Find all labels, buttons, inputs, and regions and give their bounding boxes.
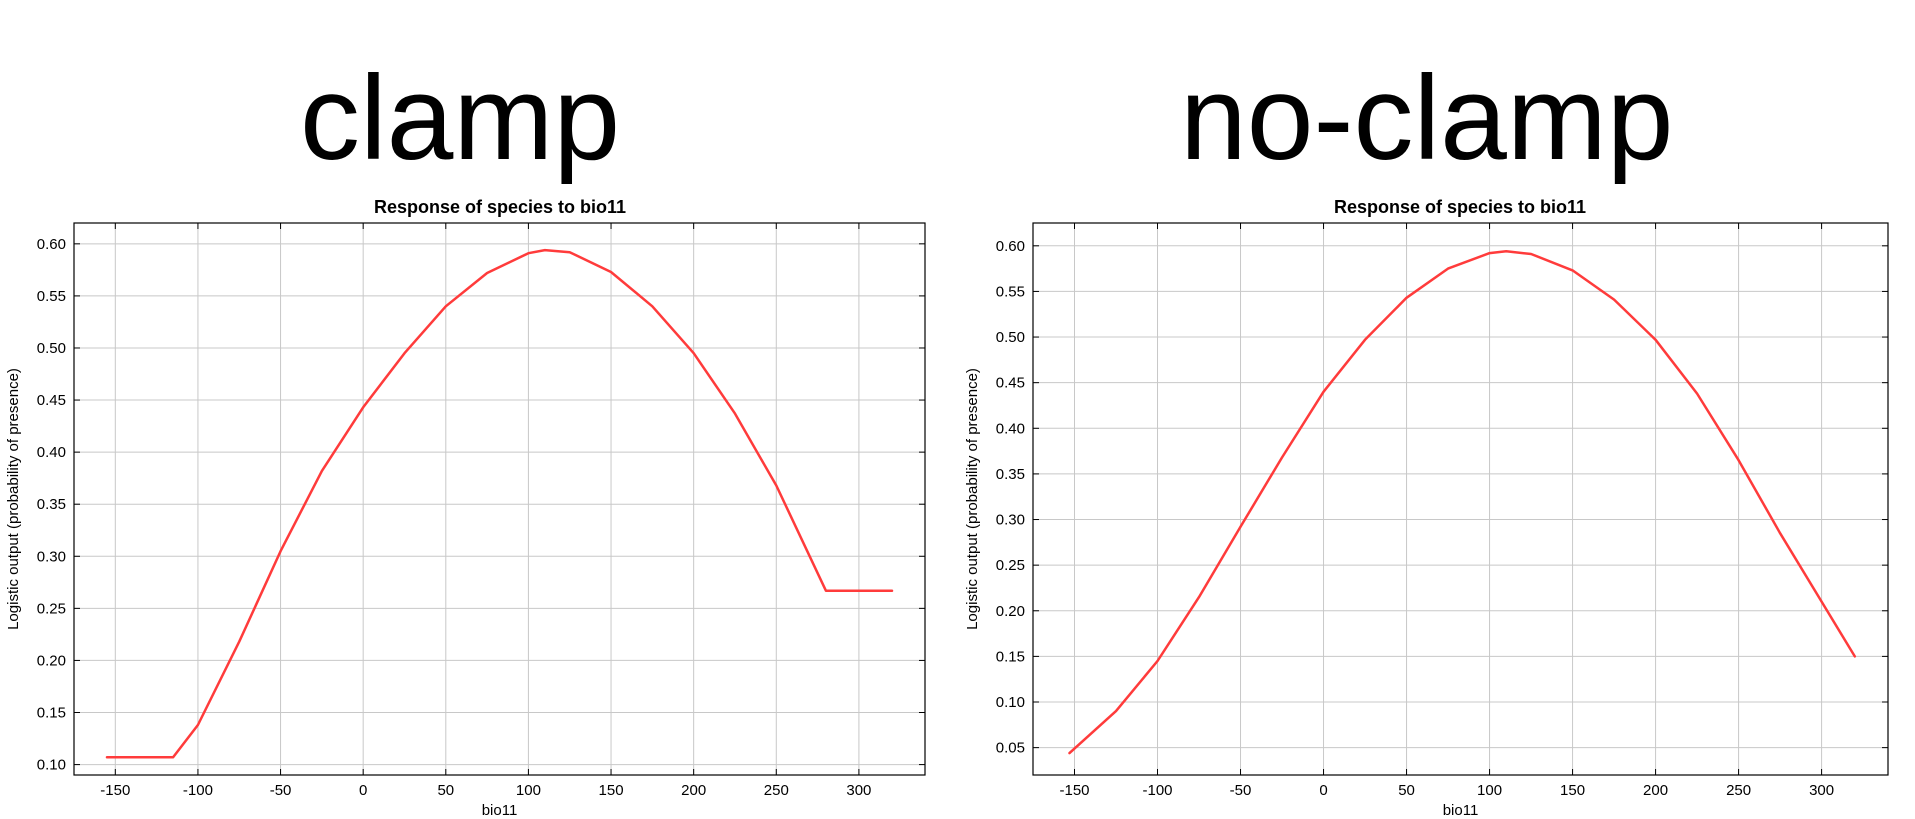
x-tick-label: 250 — [764, 782, 789, 799]
y-tick-label: 0.10 — [996, 694, 1025, 711]
y-axis-label: Logistic output (probability of presence… — [964, 368, 981, 630]
y-axis-label: Logistic output (probability of presence… — [5, 368, 22, 630]
y-tick-label: 0.55 — [996, 283, 1025, 300]
y-tick-label: 0.10 — [37, 757, 66, 774]
y-tick-label: 0.55 — [37, 288, 66, 305]
x-tick-label: 300 — [846, 782, 871, 799]
y-tick-label: 0.40 — [996, 420, 1025, 437]
x-tick-label: 250 — [1726, 782, 1751, 799]
plot-frame — [1032, 222, 1889, 776]
x-tick-label: -150 — [100, 782, 130, 799]
x-tick-label: 300 — [1809, 782, 1834, 799]
plot-frame — [73, 222, 926, 776]
y-tick-label: 0.20 — [996, 603, 1025, 620]
chart-title: Response of species to bio11 — [1334, 197, 1586, 217]
x-tick-label: 50 — [1398, 782, 1415, 799]
response-curve — [105, 248, 894, 759]
y-tick-label: 0.20 — [37, 652, 66, 669]
y-tick-label: 0.35 — [996, 466, 1025, 483]
y-tick-label: 0.30 — [37, 548, 66, 565]
x-axis-label: bio11 — [482, 802, 518, 819]
y-tick-label: 0.40 — [37, 444, 66, 461]
y-tick-label: 0.60 — [37, 236, 66, 253]
y-tick-label: 0.15 — [37, 705, 66, 722]
y-tick-label: 0.50 — [37, 340, 66, 357]
x-tick-label: -50 — [1230, 782, 1252, 799]
x-tick-label: -50 — [270, 782, 292, 799]
clamp-chart: -150 -100 -50 0 50 100 150 200 250 300 0.10 0.15 0.2… — [5, 197, 926, 819]
x-tick-label: 150 — [599, 782, 624, 799]
x-tick-label: 50 — [437, 782, 454, 799]
y-tick-label: 0.05 — [996, 740, 1025, 757]
x-tick-label: 100 — [516, 782, 541, 799]
y-tick-label: 0.60 — [996, 238, 1025, 255]
x-axis-label: bio11 — [1443, 802, 1479, 819]
x-tick-label: 150 — [1560, 782, 1585, 799]
x-tick-label: -100 — [1142, 782, 1172, 799]
y-tick-label: 0.25 — [996, 557, 1025, 574]
x-tick-label: 200 — [681, 782, 706, 799]
y-tick-label: 0.50 — [996, 329, 1025, 346]
x-tick-label: 100 — [1477, 782, 1502, 799]
y-tick-label: 0.35 — [37, 496, 66, 513]
clamp-heading: clamp — [300, 51, 621, 185]
y-tick-label: 0.45 — [996, 375, 1025, 392]
x-tick-label: -100 — [183, 782, 213, 799]
x-tick-label: -150 — [1059, 782, 1089, 799]
y-tick-label: 0.30 — [996, 512, 1025, 529]
y-tick-label: 0.45 — [37, 392, 66, 409]
response-curve — [1068, 250, 1857, 755]
x-tick-label: 0 — [359, 782, 367, 799]
chart-title: Response of species to bio11 — [374, 197, 626, 217]
x-tick-label: 200 — [1643, 782, 1668, 799]
no-clamp-chart: -150 -100 -50 0 50 100 150 200 250 300 0.05 0.10 0.1… — [964, 197, 1889, 819]
y-tick-label: 0.25 — [37, 600, 66, 617]
no-clamp-heading: no-clamp — [1180, 51, 1674, 185]
y-tick-label: 0.15 — [996, 648, 1025, 665]
x-tick-label: 0 — [1319, 782, 1327, 799]
